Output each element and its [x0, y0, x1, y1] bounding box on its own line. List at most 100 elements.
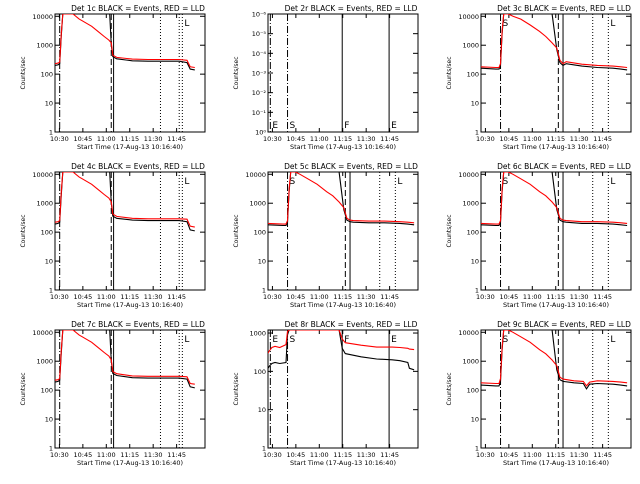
y-tick-label: 1	[475, 445, 479, 453]
y-tick-label: 100	[41, 387, 53, 395]
plot-frame	[480, 329, 632, 449]
x-tick-label: 10:30	[476, 451, 495, 459]
x-tick-label: 11:15	[333, 293, 352, 301]
x-tick-label: 10:45	[499, 451, 518, 459]
x-tick-label: 10:45	[73, 451, 92, 459]
x-tick-label: 10:30	[476, 293, 495, 301]
x-tick-label: 10:30	[263, 135, 282, 143]
y-tick-label: 1000	[36, 200, 53, 208]
y-tick-label: 10	[471, 416, 479, 424]
y-axis-label: Counts/sec	[20, 214, 27, 247]
x-tick-label: 11:30	[570, 293, 589, 301]
series-line-events	[55, 14, 195, 71]
x-tick-label: 10:45	[286, 451, 305, 459]
x-tick-label: 11:30	[144, 293, 163, 301]
y-axis-label: Counts/sec	[446, 214, 453, 247]
y-axis-label: Counts/sec	[20, 56, 27, 89]
y-tick-label: 10	[45, 416, 53, 424]
x-tick-label: 11:15	[120, 293, 139, 301]
series-line-lld	[268, 330, 415, 354]
series-line-events	[55, 330, 195, 389]
panel-7: Det 7c BLACK = Events, RED = LLD 10:30 10:…	[20, 320, 206, 467]
y-tick-label: 100	[41, 71, 53, 79]
y-axis-label: Counts/sec	[446, 372, 453, 405]
y-tick-label: 1	[262, 445, 266, 453]
y-tick-label: 1	[475, 129, 479, 137]
y-tick-label: 10000	[458, 329, 479, 337]
y-tick-label: 10000	[458, 13, 479, 21]
x-tick-label: 11:15	[546, 135, 565, 143]
plot-frame	[54, 171, 206, 291]
panel-title: Det 4c BLACK = Events, RED = LLD	[71, 162, 205, 171]
y-tick-label: 10⁻⁶	[252, 11, 267, 19]
panel-2: Det 2r BLACK = Events, RED = LLD 10:30 10:…	[233, 4, 419, 151]
x-axis-label: Start Time (17-Aug-13 10:16:40)	[503, 301, 609, 309]
marker-label: L	[184, 335, 189, 345]
x-tick-label: 11:30	[357, 293, 376, 301]
y-tick-label: 10000	[458, 171, 479, 179]
marker-label: L	[610, 335, 615, 345]
marker-label: L	[184, 19, 189, 29]
marker-label: F	[344, 121, 349, 131]
y-axis-label: Counts/sec	[446, 56, 453, 89]
y-axis-label: Counts/sec	[233, 214, 240, 247]
y-tick-label: 1000	[462, 42, 479, 50]
panel-title: Det 2r BLACK = Events, RED = LLD	[285, 4, 418, 13]
series-line-lld	[481, 330, 628, 387]
y-tick-label: 10	[45, 258, 53, 266]
series-line-lld	[55, 14, 195, 69]
y-tick-label: 10000	[32, 329, 53, 337]
y-tick-label: 1000	[249, 330, 266, 338]
panel-9: Det 9c BLACK = Events, RED = LLD 10:30 10:…	[446, 320, 632, 467]
plot-frame	[267, 13, 419, 133]
x-axis-label: Start Time (17-Aug-13 10:16:40)	[503, 459, 609, 467]
x-tick-label: 11:15	[546, 293, 565, 301]
panel-title: Det 8r BLACK = Events, RED = LLD	[285, 320, 418, 329]
x-tick-label: 11:15	[120, 451, 139, 459]
marker-label: E	[391, 121, 397, 131]
y-tick-label: 10	[45, 100, 53, 108]
y-tick-label: 1	[49, 287, 53, 295]
x-axis-label: Start Time (17-Aug-13 10:16:40)	[503, 143, 609, 151]
x-tick-label: 11:45	[167, 293, 186, 301]
y-tick-label: 10⁻²	[252, 89, 267, 97]
panel-title: Det 5c BLACK = Events, RED = LLD	[284, 162, 418, 171]
y-tick-label: 10000	[32, 13, 53, 21]
y-tick-label: 10000	[32, 171, 53, 179]
panel-3: Det 3c BLACK = Events, RED = LLD 10:30 10:…	[446, 4, 632, 151]
panel-title: Det 6c BLACK = Events, RED = LLD	[497, 162, 631, 171]
marker-label: E	[391, 335, 397, 345]
y-tick-label: 10	[471, 258, 479, 266]
y-tick-label: 100	[254, 229, 266, 237]
y-tick-label: 10⁻³	[252, 70, 267, 78]
series-line-events	[481, 330, 628, 390]
x-tick-label: 10:45	[499, 135, 518, 143]
x-axis-label: Start Time (17-Aug-13 10:16:40)	[77, 301, 183, 309]
x-tick-label: 11:45	[593, 293, 612, 301]
y-tick-label: 10⁻⁵	[252, 30, 267, 38]
x-tick-label: 10:30	[263, 293, 282, 301]
x-tick-label: 11:30	[357, 135, 376, 143]
x-axis-label: Start Time (17-Aug-13 10:16:40)	[77, 143, 183, 151]
y-tick-label: 1	[262, 287, 266, 295]
panel-8: Det 8r BLACK = Events, RED = LLD 10:30 10:…	[233, 320, 419, 467]
panel-6: Det 6c BLACK = Events, RED = LLD 10:30 10:…	[446, 162, 632, 309]
marker-label: L	[610, 19, 615, 29]
x-axis-label: Start Time (17-Aug-13 10:16:40)	[77, 459, 183, 467]
x-tick-label: 11:30	[570, 451, 589, 459]
y-tick-label: 1000	[36, 42, 53, 50]
x-tick-label: 11:30	[144, 135, 163, 143]
series-line-events	[268, 330, 415, 371]
x-tick-label: 11:15	[333, 451, 352, 459]
x-tick-label: 10:45	[73, 293, 92, 301]
x-tick-label: 11:15	[546, 451, 565, 459]
panel-title: Det 9c BLACK = Events, RED = LLD	[497, 320, 631, 329]
y-tick-label: 1000	[36, 358, 53, 366]
y-tick-label: 10⁻⁴	[252, 50, 267, 58]
x-tick-label: 10:30	[50, 293, 69, 301]
marker-label: E	[272, 121, 278, 131]
marker-label: F	[344, 335, 349, 345]
y-axis-label: Counts/sec	[233, 372, 240, 405]
